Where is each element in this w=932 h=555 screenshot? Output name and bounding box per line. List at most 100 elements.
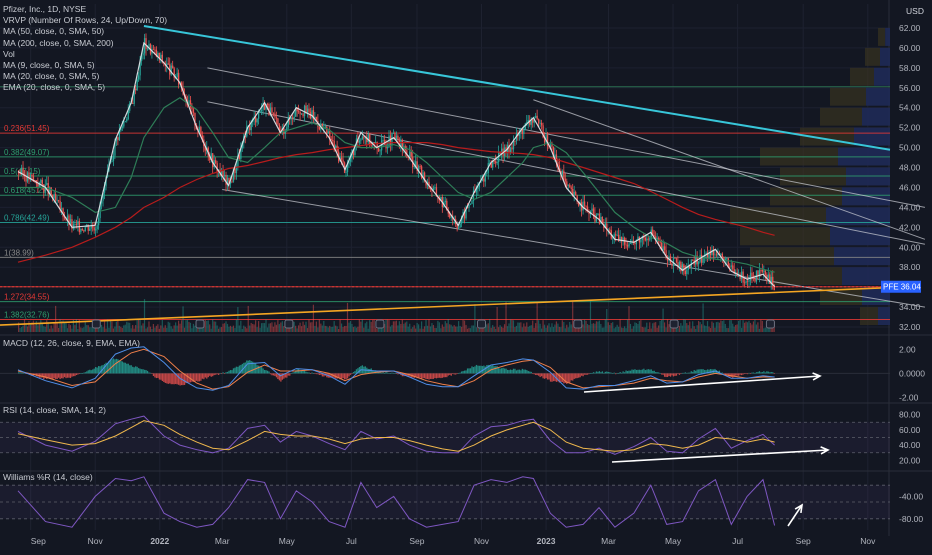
volume-bar	[495, 328, 497, 332]
macd-histogram-bar	[752, 372, 755, 374]
macd-histogram-bar	[764, 372, 767, 374]
volume-bar	[370, 321, 372, 332]
candle-body	[292, 117, 294, 119]
candle-body	[478, 182, 481, 188]
macd-histogram-bar	[222, 372, 224, 374]
macd-histogram-bar	[372, 370, 374, 374]
candle-body	[659, 241, 661, 243]
legend-ma20[interactable]: MA (20, close, 0, SMA, 5)	[3, 71, 100, 82]
candle-body	[746, 280, 749, 282]
macd-histogram-bar	[540, 373, 543, 377]
legend-ma9[interactable]: MA (9, close, 0, SMA, 5)	[3, 60, 95, 71]
volume-bar	[530, 325, 532, 332]
candle-body	[229, 181, 232, 185]
macd-histogram-bar	[466, 368, 469, 374]
price-channels	[207, 67, 926, 308]
candle-body	[145, 38, 147, 49]
candle-body	[598, 213, 601, 224]
candle-body	[348, 161, 350, 165]
macd-histogram-bar	[154, 373, 156, 378]
volume-bar	[486, 324, 488, 332]
candle-body	[68, 215, 70, 225]
macd-histogram-bar	[675, 373, 678, 376]
macd-histogram-bar	[383, 373, 386, 374]
macd-histogram-bar	[373, 370, 375, 374]
macd-histogram-bar	[219, 373, 221, 374]
price-tick-label: 38.00	[899, 262, 921, 272]
macd-histogram-bar	[546, 373, 549, 380]
macd-histogram-bar	[514, 368, 516, 374]
macd-histogram-bar	[610, 372, 612, 374]
volume-bar	[484, 326, 486, 332]
volume-bar	[44, 326, 46, 332]
candle-body	[34, 180, 36, 181]
candle-body	[573, 191, 575, 197]
volume-bar	[137, 319, 140, 332]
macd-histogram-bar	[22, 373, 24, 374]
macd-histogram-bar	[748, 372, 750, 374]
volume-bar	[452, 326, 454, 332]
macd-histogram-bar	[397, 373, 399, 375]
macd-histogram-bar	[163, 373, 165, 382]
macd-histogram-bar	[342, 373, 344, 379]
legend-vol[interactable]: Vol	[3, 48, 15, 59]
candle-body	[711, 249, 713, 256]
candle-body	[726, 258, 728, 260]
legend-vrvp[interactable]: VRVP (Number Of Rows, 24, Up/Down, 70)	[3, 15, 168, 26]
volume-bar	[247, 305, 249, 332]
volume-bar	[748, 320, 750, 332]
earnings-marker	[91, 319, 101, 329]
currency-label[interactable]: USD	[906, 6, 924, 16]
macd-histogram-bar	[462, 371, 464, 374]
macd-title[interactable]: MACD (12, 26, close, 9, EMA, EMA)	[3, 338, 140, 348]
volume-bar	[520, 322, 522, 332]
macd-histogram-bar	[658, 372, 660, 374]
volume-bar	[72, 319, 75, 332]
candle-body	[286, 127, 288, 132]
candle-body	[687, 265, 689, 270]
candle-body	[189, 100, 192, 108]
volume-bar	[102, 327, 104, 332]
legend-ma200[interactable]: MA (200, close, 0, SMA, 200)	[3, 37, 114, 48]
candle-body	[606, 223, 608, 230]
legend-ema20[interactable]: EMA (20, close, 0, SMA, 5)	[3, 82, 106, 93]
support-trendline	[0, 286, 891, 326]
macd-histogram-bar	[536, 373, 538, 376]
williams-title[interactable]: Williams %R (14, close)	[3, 472, 93, 482]
macd-histogram-bar	[506, 369, 509, 374]
macd-histogram-bar	[106, 362, 109, 374]
legend-ma50[interactable]: MA (50, close, 0, SMA, 50)	[3, 26, 105, 37]
volume-bar	[643, 327, 645, 332]
volume-bar	[271, 322, 273, 332]
macd-histogram-bar	[589, 373, 592, 374]
macd-histogram-bar	[588, 373, 590, 375]
rsi-title[interactable]: RSI (14, close, SMA, 14, 2)	[3, 405, 106, 415]
volume-bar	[426, 325, 429, 332]
macd-histogram-bar	[259, 366, 261, 374]
volume-bar	[609, 324, 611, 332]
macd-histogram-bar	[465, 370, 467, 374]
volume-bar	[391, 325, 393, 332]
macd-histogram-bar	[743, 373, 746, 375]
symbol-title[interactable]: Pfizer, Inc., 1D, NYSE	[3, 4, 87, 14]
volume-bar	[487, 323, 489, 332]
candle-body	[647, 238, 649, 240]
macd-histogram-bar	[197, 373, 199, 382]
volume-bar	[249, 325, 251, 332]
volume-bar	[148, 321, 150, 332]
candle-body	[333, 140, 335, 149]
macd-histogram-bar	[231, 370, 233, 374]
candle-body	[298, 111, 300, 113]
candle-body	[152, 49, 155, 51]
volume-bar	[152, 323, 155, 332]
volume-bar	[626, 319, 629, 332]
candle-body	[486, 172, 488, 174]
macd-histogram-bar	[498, 367, 500, 374]
candle-body	[284, 131, 286, 134]
macd-histogram-bar	[143, 369, 146, 374]
volume-bar	[558, 326, 560, 332]
volume-bar	[760, 319, 762, 332]
volume-bar	[469, 328, 472, 332]
macd-histogram-bar	[566, 373, 568, 384]
